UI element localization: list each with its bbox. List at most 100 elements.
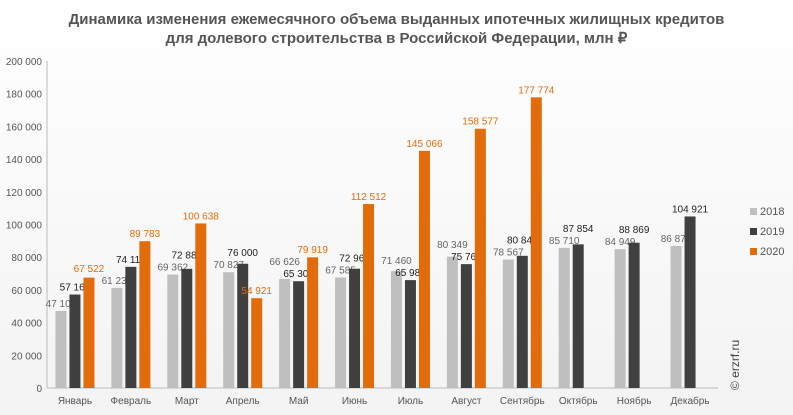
bar-2018 (167, 274, 179, 388)
data-label-2018: 85 710 (549, 236, 580, 247)
bar-2018 (446, 256, 458, 388)
bar-2019 (181, 268, 193, 388)
data-label-2020: 79 919 (297, 245, 328, 256)
data-label-2019: 87 854 (563, 224, 594, 235)
y-tick-label: 180 000 (6, 90, 43, 101)
bar-2020 (139, 241, 151, 388)
data-label-2020: 145 066 (406, 139, 443, 150)
bar-2020 (307, 257, 319, 388)
x-tick-label: Сентябрь (500, 395, 545, 407)
bar-2018 (502, 259, 514, 388)
data-label-2020: 158 577 (462, 117, 499, 128)
data-label-2019: 72 967 (339, 253, 370, 264)
bar-2019 (516, 255, 528, 388)
data-label-2019: 76 000 (227, 248, 258, 259)
legend-2018: 2018 (750, 206, 784, 218)
y-tick-label: 120 000 (6, 188, 43, 199)
bar-2019 (404, 280, 416, 388)
bar-2019 (572, 244, 584, 388)
data-label-2018: 84 949 (605, 237, 636, 248)
bar-2019 (628, 242, 640, 388)
legend-2019: 2019 (750, 226, 784, 238)
y-tick-label: 60 000 (11, 286, 42, 297)
y-tick-label: 40 000 (11, 319, 42, 330)
y-tick-label: 20 000 (11, 351, 42, 362)
bar-2018 (111, 287, 123, 388)
data-label-2019: 74 112 (116, 255, 146, 266)
bar-2019 (349, 268, 361, 388)
bar-2018 (223, 272, 235, 388)
x-tick-label: Октябрь (559, 395, 598, 407)
data-label-2018: 71 460 (381, 256, 412, 267)
title-line-2: для долевого строительства в Российской … (165, 30, 628, 47)
bar-2020 (530, 97, 542, 388)
data-label-2020: 177 774 (518, 85, 555, 96)
x-tick-label: Май (289, 396, 309, 407)
x-tick-label: Декабрь (671, 395, 710, 407)
bar-2018 (279, 279, 291, 388)
data-label-2020: 112 512 (351, 192, 387, 203)
data-label-2019: 104 921 (672, 204, 709, 215)
x-tick-label: Март (175, 396, 199, 407)
legend-swatch (750, 208, 757, 215)
bar-2018 (55, 310, 67, 388)
bar-2018 (614, 249, 626, 388)
data-label-2019: 65 307 (283, 269, 314, 280)
x-tick-label: Ноябрь (617, 395, 652, 407)
bar-2018 (558, 247, 570, 388)
data-label-2019: 57 160 (60, 283, 91, 294)
bar-2020 (363, 204, 375, 388)
bar-2019 (125, 266, 137, 388)
y-tick-label: 200 000 (6, 57, 43, 68)
y-tick-label: 140 000 (6, 155, 43, 166)
data-label-2019: 75 768 (451, 252, 482, 263)
bar-2019 (237, 263, 249, 388)
data-label-2020: 100 638 (183, 211, 220, 222)
bar-2020 (83, 277, 95, 388)
legend-label: 2020 (760, 246, 785, 258)
x-tick-label: Август (451, 396, 482, 407)
y-tick-label: 80 000 (11, 253, 42, 264)
bar-2020 (251, 298, 263, 388)
data-label-2019: 80 846 (507, 236, 538, 247)
bar-2019 (684, 216, 696, 388)
bar-2019 (293, 281, 305, 388)
legend-swatch (750, 228, 757, 235)
data-label-2019: 65 989 (395, 268, 426, 279)
bar-2020 (474, 128, 486, 388)
bar-2020 (195, 223, 207, 388)
data-label-2018: 67 585 (325, 265, 356, 276)
data-label-2018: 78 567 (493, 248, 524, 259)
data-label-2018: 61 232 (102, 276, 133, 287)
legend-2020: 2020 (750, 246, 784, 258)
bar-2019 (69, 294, 81, 388)
data-label-2020: 89 783 (130, 229, 161, 240)
bar-2018 (670, 245, 682, 388)
data-label-2018: 70 827 (213, 260, 244, 271)
data-label-2018: 86 870 (661, 234, 692, 245)
data-label-2020: 54 921 (241, 286, 272, 297)
x-tick-label: Февраль (111, 396, 152, 407)
y-tick-label: 100 000 (6, 221, 43, 232)
title-line-1: Динамика изменения ежемесячного объема в… (68, 11, 725, 28)
x-tick-label: Январь (58, 396, 92, 407)
bar-2018 (390, 271, 402, 388)
data-label-2018: 69 362 (157, 263, 188, 274)
legend-label: 2018 (760, 206, 785, 218)
y-tick-label: 0 (36, 384, 42, 395)
data-label-2018: 80 349 (437, 240, 468, 251)
y-tick-label: 160 000 (6, 122, 43, 133)
bar-2018 (335, 277, 347, 388)
data-label-2018: 47 107 (46, 299, 77, 310)
data-label-2020: 67 522 (74, 264, 105, 275)
legend-label: 2019 (760, 226, 785, 238)
chart-title: Динамика изменения ежемесячного объема в… (0, 10, 793, 48)
watermark: © erzrf.ru (728, 339, 742, 390)
data-label-2019: 88 869 (619, 225, 650, 236)
bar-2020 (418, 150, 430, 388)
legend-swatch (750, 248, 757, 255)
x-tick-label: Апрель (226, 396, 260, 407)
bar-2019 (460, 264, 472, 388)
